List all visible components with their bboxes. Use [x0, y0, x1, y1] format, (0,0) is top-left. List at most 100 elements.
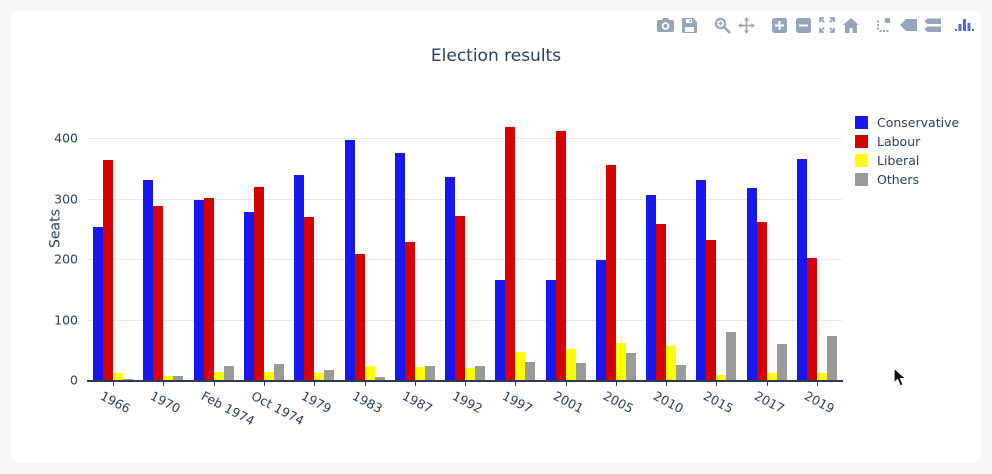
- bar-labour-2015[interactable]: [706, 239, 717, 380]
- bar-liberal-2015[interactable]: [716, 375, 727, 380]
- legend-item-conservative[interactable]: Conservative: [855, 113, 959, 132]
- gridline-200: [88, 259, 842, 260]
- bar-liberal-1987[interactable]: [414, 366, 425, 380]
- legend-swatch: [855, 173, 868, 186]
- legend-item-others[interactable]: Others: [855, 170, 959, 189]
- bar-labour-1966[interactable]: [103, 159, 114, 380]
- bar-others-2015[interactable]: [726, 331, 737, 380]
- bar-labour-1992[interactable]: [455, 216, 465, 380]
- bar-liberal-1992[interactable]: [465, 367, 475, 380]
- reset-axes-icon[interactable]: [840, 14, 862, 36]
- y-tick-label: 400: [54, 130, 78, 146]
- x-tick-mark: [816, 382, 818, 386]
- bar-liberal-1979[interactable]: [314, 373, 325, 380]
- bar-others-1979[interactable]: [324, 370, 335, 380]
- bar-liberal-2019[interactable]: [816, 373, 827, 380]
- bar-conservative-Oct 1974[interactable]: [243, 212, 254, 380]
- bar-conservative-2001[interactable]: [545, 279, 556, 380]
- plotly-logo-icon[interactable]: [954, 14, 976, 36]
- zoom-in-icon[interactable]: [768, 14, 790, 36]
- legend-item-liberal[interactable]: Liberal: [855, 151, 959, 170]
- bar-liberal-2005[interactable]: [615, 342, 626, 380]
- x-tick-mark: [414, 382, 416, 386]
- x-tick-mark: [364, 382, 366, 386]
- bar-labour-Oct 1974[interactable]: [253, 187, 264, 380]
- x-tick-label: 1979: [299, 388, 335, 417]
- bar-conservative-1970[interactable]: [143, 180, 154, 380]
- legend-item-labour[interactable]: Labour: [855, 132, 959, 151]
- bar-labour-2001[interactable]: [555, 130, 566, 380]
- bar-labour-2019[interactable]: [806, 257, 817, 380]
- legend: Conservative Labour Liberal Others: [855, 113, 959, 189]
- x-tick-mark: [766, 382, 768, 386]
- bar-others-Feb 1974[interactable]: [223, 366, 234, 380]
- bar-conservative-2019[interactable]: [796, 159, 807, 380]
- bar-liberal-2001[interactable]: [565, 348, 576, 380]
- bar-liberal-1966[interactable]: [113, 372, 124, 380]
- bar-conservative-1983[interactable]: [344, 139, 355, 380]
- bar-conservative-1992[interactable]: [445, 176, 455, 380]
- bar-others-1997[interactable]: [525, 361, 536, 380]
- bar-liberal-Feb 1974[interactable]: [213, 371, 224, 380]
- x-tick-label: 1966: [98, 388, 134, 417]
- legend-swatch: [855, 135, 868, 148]
- bar-liberal-1983[interactable]: [364, 366, 375, 380]
- bar-labour-2005[interactable]: [605, 165, 616, 380]
- bar-conservative-2015[interactable]: [696, 180, 707, 380]
- bar-others-1987[interactable]: [424, 366, 435, 380]
- zoom-icon[interactable]: [711, 14, 733, 36]
- camera-icon[interactable]: [654, 14, 676, 36]
- bar-liberal-2017[interactable]: [766, 372, 777, 380]
- bar-others-2005[interactable]: [625, 352, 636, 380]
- bar-liberal-1997[interactable]: [515, 352, 526, 380]
- x-tick-label: 1987: [399, 388, 435, 417]
- x-tick-mark: [615, 382, 617, 386]
- bar-conservative-1966[interactable]: [93, 226, 104, 380]
- x-tick-label: 2005: [600, 388, 636, 417]
- x-tick-label: 2015: [701, 388, 737, 417]
- bar-conservative-2005[interactable]: [595, 260, 606, 380]
- autoscale-icon[interactable]: [816, 14, 838, 36]
- legend-label: Others: [877, 172, 920, 187]
- bar-others-1983[interactable]: [374, 377, 385, 380]
- bar-liberal-Oct 1974[interactable]: [263, 372, 274, 380]
- bar-labour-1983[interactable]: [354, 253, 365, 380]
- pan-icon[interactable]: [735, 14, 757, 36]
- zoom-out-icon[interactable]: [792, 14, 814, 36]
- bar-labour-2010[interactable]: [656, 223, 667, 380]
- x-tick-label: 1997: [500, 388, 536, 417]
- x-tick-mark: [163, 382, 165, 386]
- bar-labour-Feb 1974[interactable]: [203, 197, 214, 380]
- bar-others-1992[interactable]: [475, 365, 485, 380]
- bar-conservative-1997[interactable]: [495, 280, 506, 380]
- bar-conservative-Feb 1974[interactable]: [193, 200, 204, 380]
- chart-title: Election results: [430, 46, 562, 66]
- bar-conservative-2017[interactable]: [746, 188, 757, 380]
- bar-labour-1997[interactable]: [505, 127, 516, 380]
- x-tick-label: 1983: [349, 388, 385, 417]
- spikelines-icon[interactable]: [873, 14, 895, 36]
- bar-labour-1970[interactable]: [153, 205, 164, 380]
- x-tick-mark: [666, 382, 668, 386]
- bar-conservative-1987[interactable]: [394, 152, 405, 380]
- bar-labour-1979[interactable]: [304, 217, 315, 380]
- bar-labour-1987[interactable]: [404, 241, 415, 380]
- bar-conservative-2010[interactable]: [646, 194, 657, 380]
- bar-others-2001[interactable]: [575, 362, 586, 380]
- hover-closest-icon[interactable]: [897, 14, 919, 36]
- bar-others-Oct 1974[interactable]: [273, 364, 284, 380]
- bar-others-1970[interactable]: [173, 376, 184, 380]
- bar-liberal-2010[interactable]: [666, 345, 677, 380]
- save-icon[interactable]: [678, 14, 700, 36]
- bar-others-1966[interactable]: [123, 378, 134, 380]
- hover-compare-icon[interactable]: [921, 14, 943, 36]
- bar-liberal-1970[interactable]: [163, 376, 174, 380]
- bar-labour-2017[interactable]: [756, 221, 767, 380]
- bar-conservative-1979[interactable]: [294, 174, 305, 380]
- x-tick-mark: [113, 382, 115, 386]
- bar-others-2019[interactable]: [826, 336, 837, 380]
- x-axis-line: [87, 380, 843, 382]
- bar-others-2017[interactable]: [776, 344, 787, 380]
- bar-others-2010[interactable]: [676, 364, 687, 380]
- gridline-300: [88, 198, 842, 200]
